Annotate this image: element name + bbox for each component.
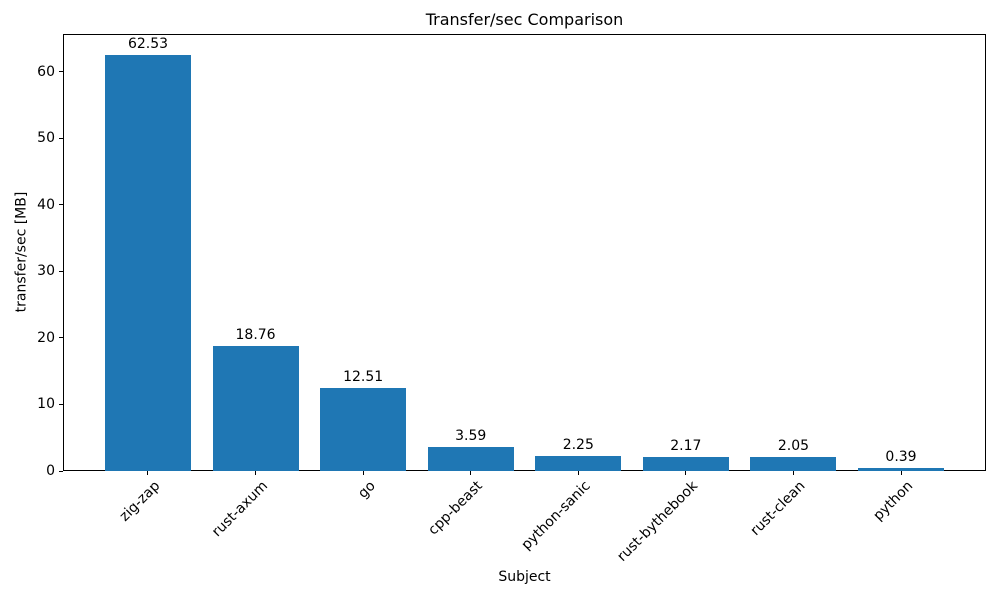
x-tick-label-go: go — [354, 478, 379, 502]
x-tick-mark — [147, 471, 149, 475]
y-tick-mark — [59, 270, 63, 272]
x-tick-mark — [685, 471, 687, 475]
y-tick-label: 50 — [37, 130, 55, 147]
y-tick-mark — [59, 71, 63, 73]
x-tick-label-cpp-beast: cpp-beast — [425, 478, 487, 539]
bar-rust-axum — [212, 346, 299, 471]
bar-value-label: 2.25 — [562, 437, 594, 454]
bar-rust-bythebook — [642, 456, 729, 471]
bar-zig-zap — [104, 54, 191, 471]
x-tick-label-rust-axum: rust-axum — [208, 478, 271, 541]
y-tick-label: 10 — [37, 396, 55, 413]
y-tick-label: 60 — [37, 63, 55, 80]
chart-title: Transfer/sec Comparison — [425, 10, 624, 29]
bar-value-label: 2.17 — [670, 437, 702, 454]
x-axis-label: Subject — [498, 569, 551, 585]
x-tick-mark — [470, 471, 472, 475]
x-tick-label-zig-zap: zig-zap — [116, 478, 164, 525]
bar-value-label: 18.76 — [235, 327, 276, 344]
y-tick-mark — [59, 470, 63, 472]
x-tick-label-rust-clean: rust-clean — [747, 478, 809, 539]
bar-value-label: 0.39 — [885, 449, 917, 466]
y-tick-label: 30 — [37, 263, 55, 280]
bar-value-label: 2.05 — [777, 438, 810, 455]
bar-rust-clean — [750, 457, 837, 471]
bar-value-label: 62.53 — [127, 35, 169, 52]
bar-value-label: 12.51 — [343, 368, 384, 385]
bar-go — [320, 387, 407, 471]
x-tick-mark — [900, 471, 902, 475]
bar-cpp-beast — [427, 447, 514, 471]
y-tick-label: 20 — [37, 329, 55, 346]
y-tick-mark — [59, 337, 63, 339]
x-tick-label-python: python — [870, 478, 917, 524]
x-tick-mark — [792, 471, 794, 475]
x-tick-label-rust-bythebook: rust-bythebook — [614, 478, 702, 565]
x-tick-mark — [255, 471, 257, 475]
plot-area — [63, 34, 986, 471]
y-tick-label: 0 — [46, 463, 55, 479]
bar-value-label: 3.59 — [455, 428, 487, 445]
bar-python — [857, 468, 945, 471]
x-tick-mark — [362, 471, 364, 475]
y-tick-mark — [59, 137, 63, 139]
y-tick-label: 40 — [37, 196, 55, 213]
y-tick-mark — [59, 204, 63, 206]
x-tick-label-python-sanic: python-sanic — [518, 478, 594, 554]
bar-python-sanic — [535, 456, 622, 471]
y-tick-mark — [59, 403, 63, 405]
x-tick-mark — [577, 471, 579, 475]
